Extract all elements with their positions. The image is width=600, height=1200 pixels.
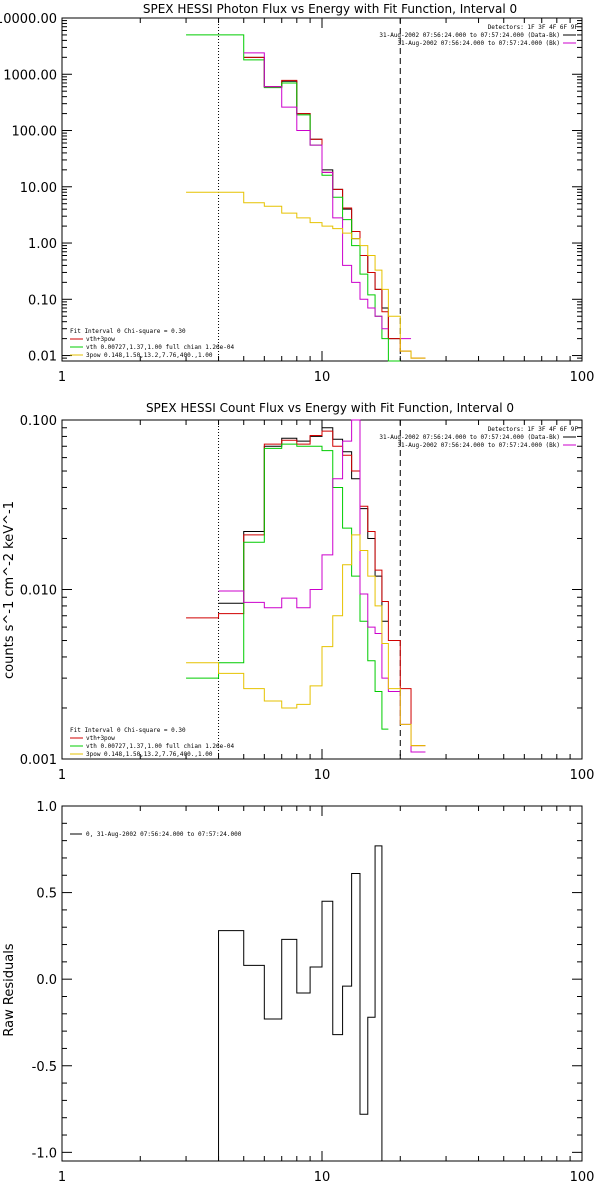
series-3-histogram — [218, 419, 426, 753]
y-tick-label: 0.001 — [20, 753, 57, 768]
residuals-panel: Raw Residuals 1 10 100 1.0 0.5 0.0 -0.5 -1.0 0,… — [2, 800, 594, 1185]
series-0-histogram — [243, 56, 401, 340]
x-tick-label: 10 — [314, 370, 331, 385]
x-tick-label: 10 — [314, 768, 331, 783]
count-flux-energy-markers — [218, 420, 401, 759]
y-tick-label: -1.0 — [32, 1146, 57, 1161]
series-3-histogram — [243, 52, 412, 340]
residuals-interval-label: 0, 31-Aug-2002 07:56:24.000 to 07:57:24.… — [86, 831, 242, 838]
y-tick-label: 100.00 — [12, 125, 58, 140]
y-tick-label: 1.00 — [28, 237, 57, 252]
photon-flux-panel: SPEX HESSI Photon Flux vs Energy with Fi… — [0, 2, 594, 385]
count-flux-title: SPEX HESSI Count Flux vs Energy with Fit… — [146, 401, 514, 415]
background-interval-label: 31-Aug-2002 07:56:24.000 to 07:57:24.000… — [397, 442, 560, 449]
series-4-histogram — [186, 534, 426, 747]
y-tick-label: 0.01 — [28, 350, 57, 365]
legend-vth: vth 0.00727,1.37,1.00 full chian 1.26e-0… — [86, 344, 234, 351]
photon-flux-frame — [61, 17, 583, 362]
x-tick-label: 100 — [570, 768, 595, 783]
series-1-histogram — [186, 430, 426, 747]
data-interval-label: 31-Aug-2002 07:56:24.000 to 07:57:24.000… — [379, 32, 560, 39]
y-tick-label: 10.00 — [20, 181, 57, 196]
detectors-label: Detectors: 1F 3F 4F 6F 9F — [488, 24, 579, 31]
x-tick-label: 100 — [570, 370, 595, 385]
legend-3pow: 3pow 0.148,1.50,13.2,7.76,400.,1.00 — [86, 352, 213, 359]
y-tick-label: 0.100 — [20, 414, 57, 429]
y-tick-label: 1000.00 — [3, 68, 57, 83]
x-tick-label: 100 — [570, 1170, 595, 1185]
count-flux-panel: SPEX HESSI Count Flux vs Energy with Fit… — [2, 401, 594, 783]
fit-interval-label: Fit Interval 0 Chi-square = 0.30 — [70, 727, 186, 734]
series-2-histogram — [186, 443, 389, 730]
x-tick-label: 1 — [58, 1170, 66, 1185]
count-flux-series — [186, 419, 426, 753]
series-0-histogram — [218, 845, 383, 1161]
y-tick-label: 0.0 — [36, 973, 57, 988]
count-flux-ylabel: counts s^-1 cm^-2 keV^-1 — [2, 501, 17, 679]
residuals-series — [218, 845, 383, 1161]
y-tick-label: 0.5 — [36, 887, 57, 902]
background-interval-label: 31-Aug-2002 07:56:24.000 to 07:57:24.000… — [397, 40, 560, 47]
y-tick-label: 10000.00 — [0, 12, 57, 27]
residuals-axes: 1 10 100 1.0 0.5 0.0 -0.5 -1.0 — [32, 800, 595, 1185]
residuals-ylabel: Raw Residuals — [2, 943, 17, 1036]
legend-total-fit: vth+3pow — [86, 735, 115, 742]
legend-total-fit: vth+3pow — [86, 336, 115, 343]
count-flux-legend: Fit Interval 0 Chi-square = 0.30 vth+3po… — [70, 727, 234, 758]
y-tick-label: 0.010 — [20, 584, 57, 599]
photon-flux-info: Detectors: 1F 3F 4F 6F 9F 31-Aug-2002 07… — [379, 24, 578, 47]
residuals-frame — [61, 805, 583, 1162]
photon-flux-legend: Fit Interval 0 Chi-square = 0.30 vth+3po… — [70, 328, 234, 359]
x-tick-label: 1 — [58, 768, 66, 783]
legend-3pow: 3pow 0.148,1.50,13.2,7.76,400.,1.00 — [86, 751, 213, 758]
detectors-label: Detectors: 1F 3F 4F 6F 9F — [488, 426, 579, 433]
y-tick-label: 0.10 — [28, 293, 57, 308]
photon-flux-energy-markers — [218, 18, 401, 361]
residuals-legend: 0, 31-Aug-2002 07:56:24.000 to 07:57:24.… — [70, 831, 242, 838]
photon-flux-series — [186, 34, 426, 362]
y-tick-label: 1.0 — [36, 800, 57, 815]
fit-interval-label: Fit Interval 0 Chi-square = 0.30 — [70, 328, 186, 335]
count-flux-axes: 1 10 100 0.100 0.010 0.001 — [20, 414, 595, 783]
legend-vth: vth 0.00727,1.37,1.00 full chian 1.26e-0… — [86, 743, 234, 750]
count-flux-info: Detectors: 1F 3F 4F 6F 9F 31-Aug-2002 07… — [379, 426, 578, 449]
x-tick-label: 1 — [58, 370, 66, 385]
y-tick-label: -0.5 — [32, 1060, 57, 1075]
photon-flux-axes: 1 10 100 10000.00 1000.00 100.00 10.00 1.00 0.10… — [0, 12, 594, 385]
x-tick-label: 10 — [314, 1170, 331, 1185]
series-1-histogram — [243, 56, 426, 359]
series-4-histogram — [186, 191, 426, 359]
photon-flux-title: SPEX HESSI Photon Flux vs Energy with Fi… — [143, 2, 517, 16]
data-interval-label: 31-Aug-2002 07:56:24.000 to 07:57:24.000… — [379, 434, 560, 441]
